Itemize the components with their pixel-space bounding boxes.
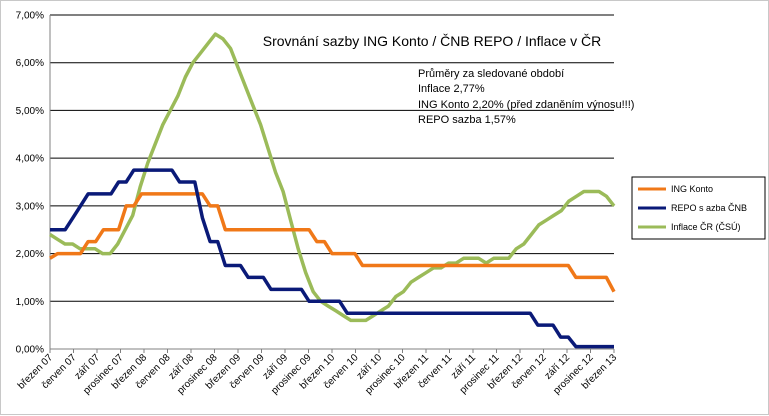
series-lines: [49, 32, 616, 349]
legend-label-repo: REPO s azba ČNB: [671, 203, 747, 213]
series-line-1: [50, 168, 614, 349]
y-tick-label: 3,00%: [16, 201, 44, 212]
chart-title: Srovnání sazby ING Konto / ČNB REPO / In…: [263, 33, 601, 49]
y-tick-label: 1,00%: [16, 297, 44, 308]
y-tick-label: 4,00%: [16, 154, 44, 165]
gridlines: [49, 14, 614, 350]
y-axis-ticks: 0,00% 1,00% 2,00% 3,00% 4,00% 5,00% 6,00% 7,00%: [16, 11, 44, 356]
annotation-line-1: Průměry za sledované období: [418, 68, 564, 80]
legend-label-ing-konto: ING Konto: [671, 184, 713, 194]
series-line-0: [49, 192, 616, 293]
y-tick-label: 0,00%: [16, 345, 44, 356]
y-tick-label: 7,00%: [16, 11, 44, 22]
annotation-line-3: ING Konto 2,20% (před zdaněním výnosu!!!…: [418, 99, 634, 111]
y-tick-label: 5,00%: [16, 106, 44, 117]
series-line-2: [49, 32, 616, 323]
y-tick-label: 6,00%: [16, 58, 44, 69]
y-tick-label: 2,00%: [16, 249, 44, 260]
annotation-line-4: REPO sazba 1,57%: [418, 114, 516, 126]
annotation-line-2: Inflace 2,77%: [418, 83, 485, 95]
legend: ING Konto REPO s azba ČNB Inflace ČR (ČS…: [631, 176, 766, 240]
legend-label-inflace: Inflace ČR (ČSÚ): [671, 222, 741, 232]
